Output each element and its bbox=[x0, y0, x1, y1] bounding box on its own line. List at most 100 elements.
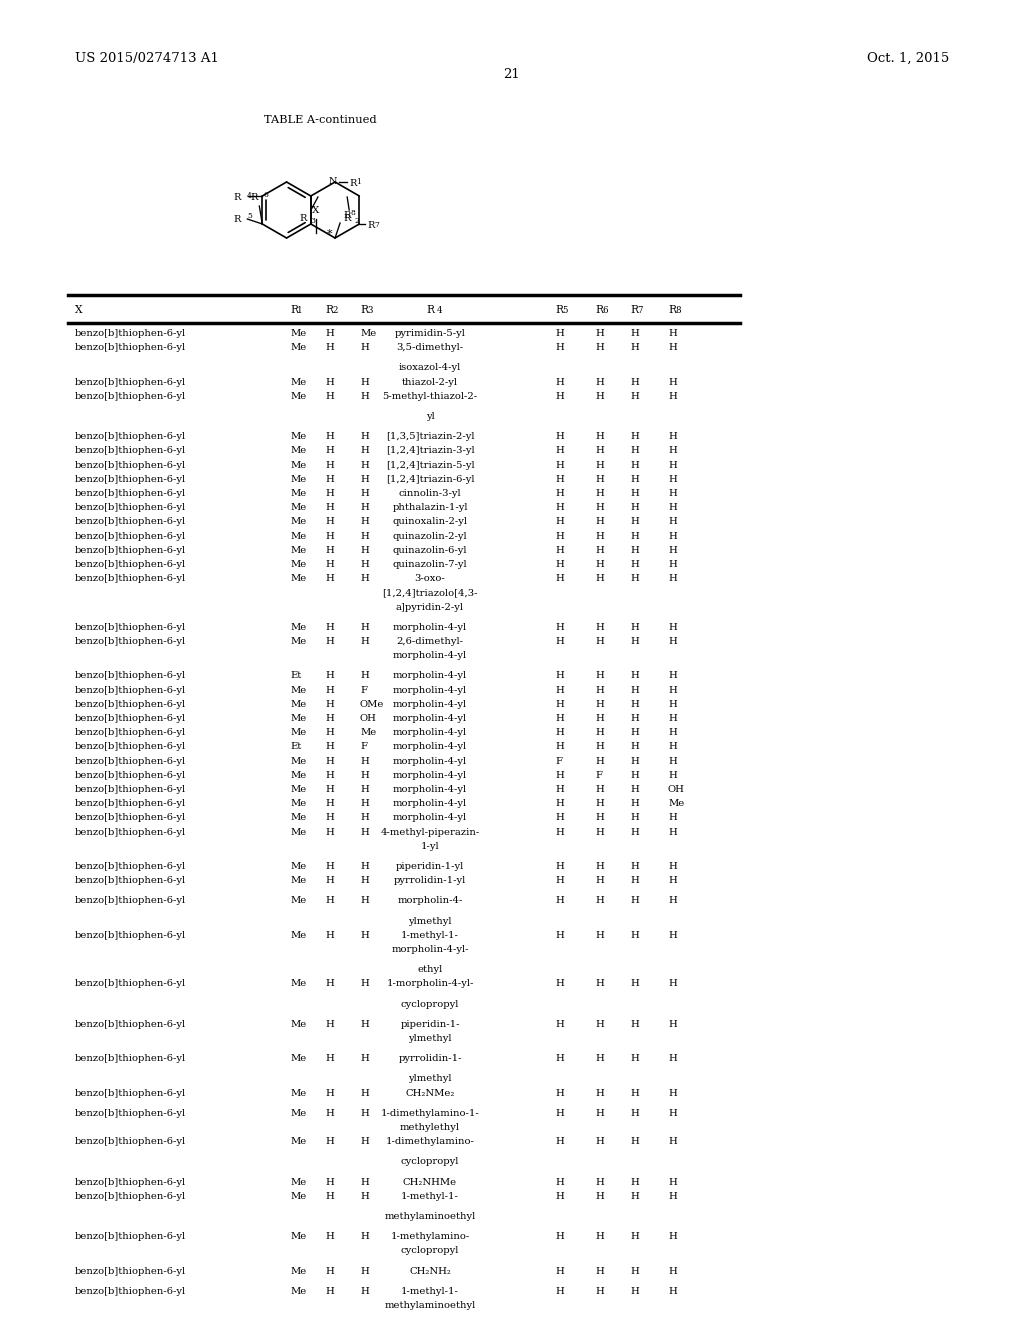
Text: H: H bbox=[325, 685, 334, 694]
Text: 1-morpholin-4-yl-: 1-morpholin-4-yl- bbox=[386, 979, 474, 989]
Text: H: H bbox=[630, 1177, 639, 1187]
Text: H: H bbox=[668, 1232, 677, 1241]
Text: H: H bbox=[595, 574, 604, 583]
Text: H: H bbox=[630, 532, 639, 541]
Text: H: H bbox=[595, 1055, 604, 1063]
Text: Me: Me bbox=[290, 545, 306, 554]
Text: US 2015/0274713 A1: US 2015/0274713 A1 bbox=[75, 51, 219, 65]
Text: H: H bbox=[630, 1020, 639, 1028]
Text: H: H bbox=[668, 672, 677, 680]
Text: benzo[b]thiophen-6-yl: benzo[b]thiophen-6-yl bbox=[75, 1138, 186, 1146]
Text: H: H bbox=[630, 378, 639, 387]
Text: H: H bbox=[360, 1089, 369, 1098]
Text: pyrrolidin-1-yl: pyrrolidin-1-yl bbox=[394, 876, 466, 886]
Text: benzo[b]thiophen-6-yl: benzo[b]thiophen-6-yl bbox=[75, 828, 186, 837]
Text: benzo[b]thiophen-6-yl: benzo[b]thiophen-6-yl bbox=[75, 517, 186, 527]
Text: H: H bbox=[555, 1192, 564, 1201]
Text: benzo[b]thiophen-6-yl: benzo[b]thiophen-6-yl bbox=[75, 378, 186, 387]
Text: quinoxalin-2-yl: quinoxalin-2-yl bbox=[392, 517, 468, 527]
Text: H: H bbox=[555, 488, 564, 498]
Text: benzo[b]thiophen-6-yl: benzo[b]thiophen-6-yl bbox=[75, 876, 186, 886]
Text: F: F bbox=[360, 742, 367, 751]
Text: benzo[b]thiophen-6-yl: benzo[b]thiophen-6-yl bbox=[75, 1192, 186, 1201]
Text: H: H bbox=[555, 672, 564, 680]
Text: H: H bbox=[630, 623, 639, 632]
Text: R: R bbox=[290, 305, 298, 315]
Text: H: H bbox=[630, 771, 639, 780]
Text: morpholin-4-yl: morpholin-4-yl bbox=[393, 742, 467, 751]
Text: pyrimidin-5-yl: pyrimidin-5-yl bbox=[394, 329, 466, 338]
Text: benzo[b]thiophen-6-yl: benzo[b]thiophen-6-yl bbox=[75, 1177, 186, 1187]
Text: Me: Me bbox=[290, 560, 306, 569]
Text: H: H bbox=[595, 517, 604, 527]
Text: benzo[b]thiophen-6-yl: benzo[b]thiophen-6-yl bbox=[75, 343, 186, 352]
Text: 8: 8 bbox=[675, 306, 681, 315]
Text: 4: 4 bbox=[437, 306, 442, 315]
Text: benzo[b]thiophen-6-yl: benzo[b]thiophen-6-yl bbox=[75, 1287, 186, 1296]
Text: H: H bbox=[668, 714, 677, 723]
Text: H: H bbox=[630, 329, 639, 338]
Text: H: H bbox=[325, 1232, 334, 1241]
Text: H: H bbox=[595, 1267, 604, 1275]
Text: H: H bbox=[595, 623, 604, 632]
Text: H: H bbox=[668, 532, 677, 541]
Text: H: H bbox=[630, 799, 639, 808]
Text: R: R bbox=[368, 222, 375, 231]
Text: morpholin-4-yl: morpholin-4-yl bbox=[393, 813, 467, 822]
Text: H: H bbox=[595, 392, 604, 401]
Text: 1-methyl-1-: 1-methyl-1- bbox=[401, 931, 459, 940]
Text: 2: 2 bbox=[332, 306, 338, 315]
Text: H: H bbox=[360, 756, 369, 766]
Text: benzo[b]thiophen-6-yl: benzo[b]thiophen-6-yl bbox=[75, 532, 186, 541]
Text: 2: 2 bbox=[354, 216, 359, 224]
Text: 7: 7 bbox=[637, 306, 642, 315]
Text: H: H bbox=[630, 638, 639, 645]
Text: H: H bbox=[325, 432, 334, 441]
Text: morpholin-4-yl: morpholin-4-yl bbox=[393, 756, 467, 766]
Text: 3: 3 bbox=[367, 306, 373, 315]
Text: Me: Me bbox=[290, 1055, 306, 1063]
Text: H: H bbox=[555, 392, 564, 401]
Text: benzo[b]thiophen-6-yl: benzo[b]thiophen-6-yl bbox=[75, 638, 186, 645]
Text: CH₂NMe₂: CH₂NMe₂ bbox=[406, 1089, 455, 1098]
Text: H: H bbox=[325, 742, 334, 751]
Text: H: H bbox=[595, 876, 604, 886]
Text: 1-methylamino-: 1-methylamino- bbox=[390, 1232, 470, 1241]
Text: benzo[b]thiophen-6-yl: benzo[b]thiophen-6-yl bbox=[75, 756, 186, 766]
Text: H: H bbox=[555, 1020, 564, 1028]
Text: H: H bbox=[325, 979, 334, 989]
Text: H: H bbox=[630, 813, 639, 822]
Text: H: H bbox=[630, 1287, 639, 1296]
Text: benzo[b]thiophen-6-yl: benzo[b]thiophen-6-yl bbox=[75, 771, 186, 780]
Text: CH₂NHMe: CH₂NHMe bbox=[402, 1177, 457, 1187]
Text: Me: Me bbox=[290, 685, 306, 694]
Text: H: H bbox=[360, 785, 369, 795]
Text: H: H bbox=[360, 461, 369, 470]
Text: H: H bbox=[595, 828, 604, 837]
Text: Me: Me bbox=[290, 638, 306, 645]
Text: H: H bbox=[595, 378, 604, 387]
Text: morpholin-4-yl: morpholin-4-yl bbox=[393, 785, 467, 795]
Text: H: H bbox=[555, 532, 564, 541]
Text: H: H bbox=[555, 700, 564, 709]
Text: H: H bbox=[595, 799, 604, 808]
Text: H: H bbox=[555, 475, 564, 484]
Text: H: H bbox=[325, 545, 334, 554]
Text: H: H bbox=[360, 623, 369, 632]
Text: H: H bbox=[630, 785, 639, 795]
Text: H: H bbox=[595, 638, 604, 645]
Text: H: H bbox=[555, 931, 564, 940]
Text: benzo[b]thiophen-6-yl: benzo[b]thiophen-6-yl bbox=[75, 392, 186, 401]
Text: H: H bbox=[555, 742, 564, 751]
Text: H: H bbox=[668, 828, 677, 837]
Text: morpholin-4-yl: morpholin-4-yl bbox=[393, 685, 467, 694]
Text: H: H bbox=[668, 488, 677, 498]
Text: Me: Me bbox=[290, 1232, 306, 1241]
Text: H: H bbox=[555, 1055, 564, 1063]
Text: 2,6-dimethyl-: 2,6-dimethyl- bbox=[396, 638, 464, 645]
Text: H: H bbox=[595, 560, 604, 569]
Text: 1-dimethylamino-1-: 1-dimethylamino-1- bbox=[381, 1109, 479, 1118]
Text: benzo[b]thiophen-6-yl: benzo[b]thiophen-6-yl bbox=[75, 1020, 186, 1028]
Text: H: H bbox=[325, 488, 334, 498]
Text: R: R bbox=[360, 305, 368, 315]
